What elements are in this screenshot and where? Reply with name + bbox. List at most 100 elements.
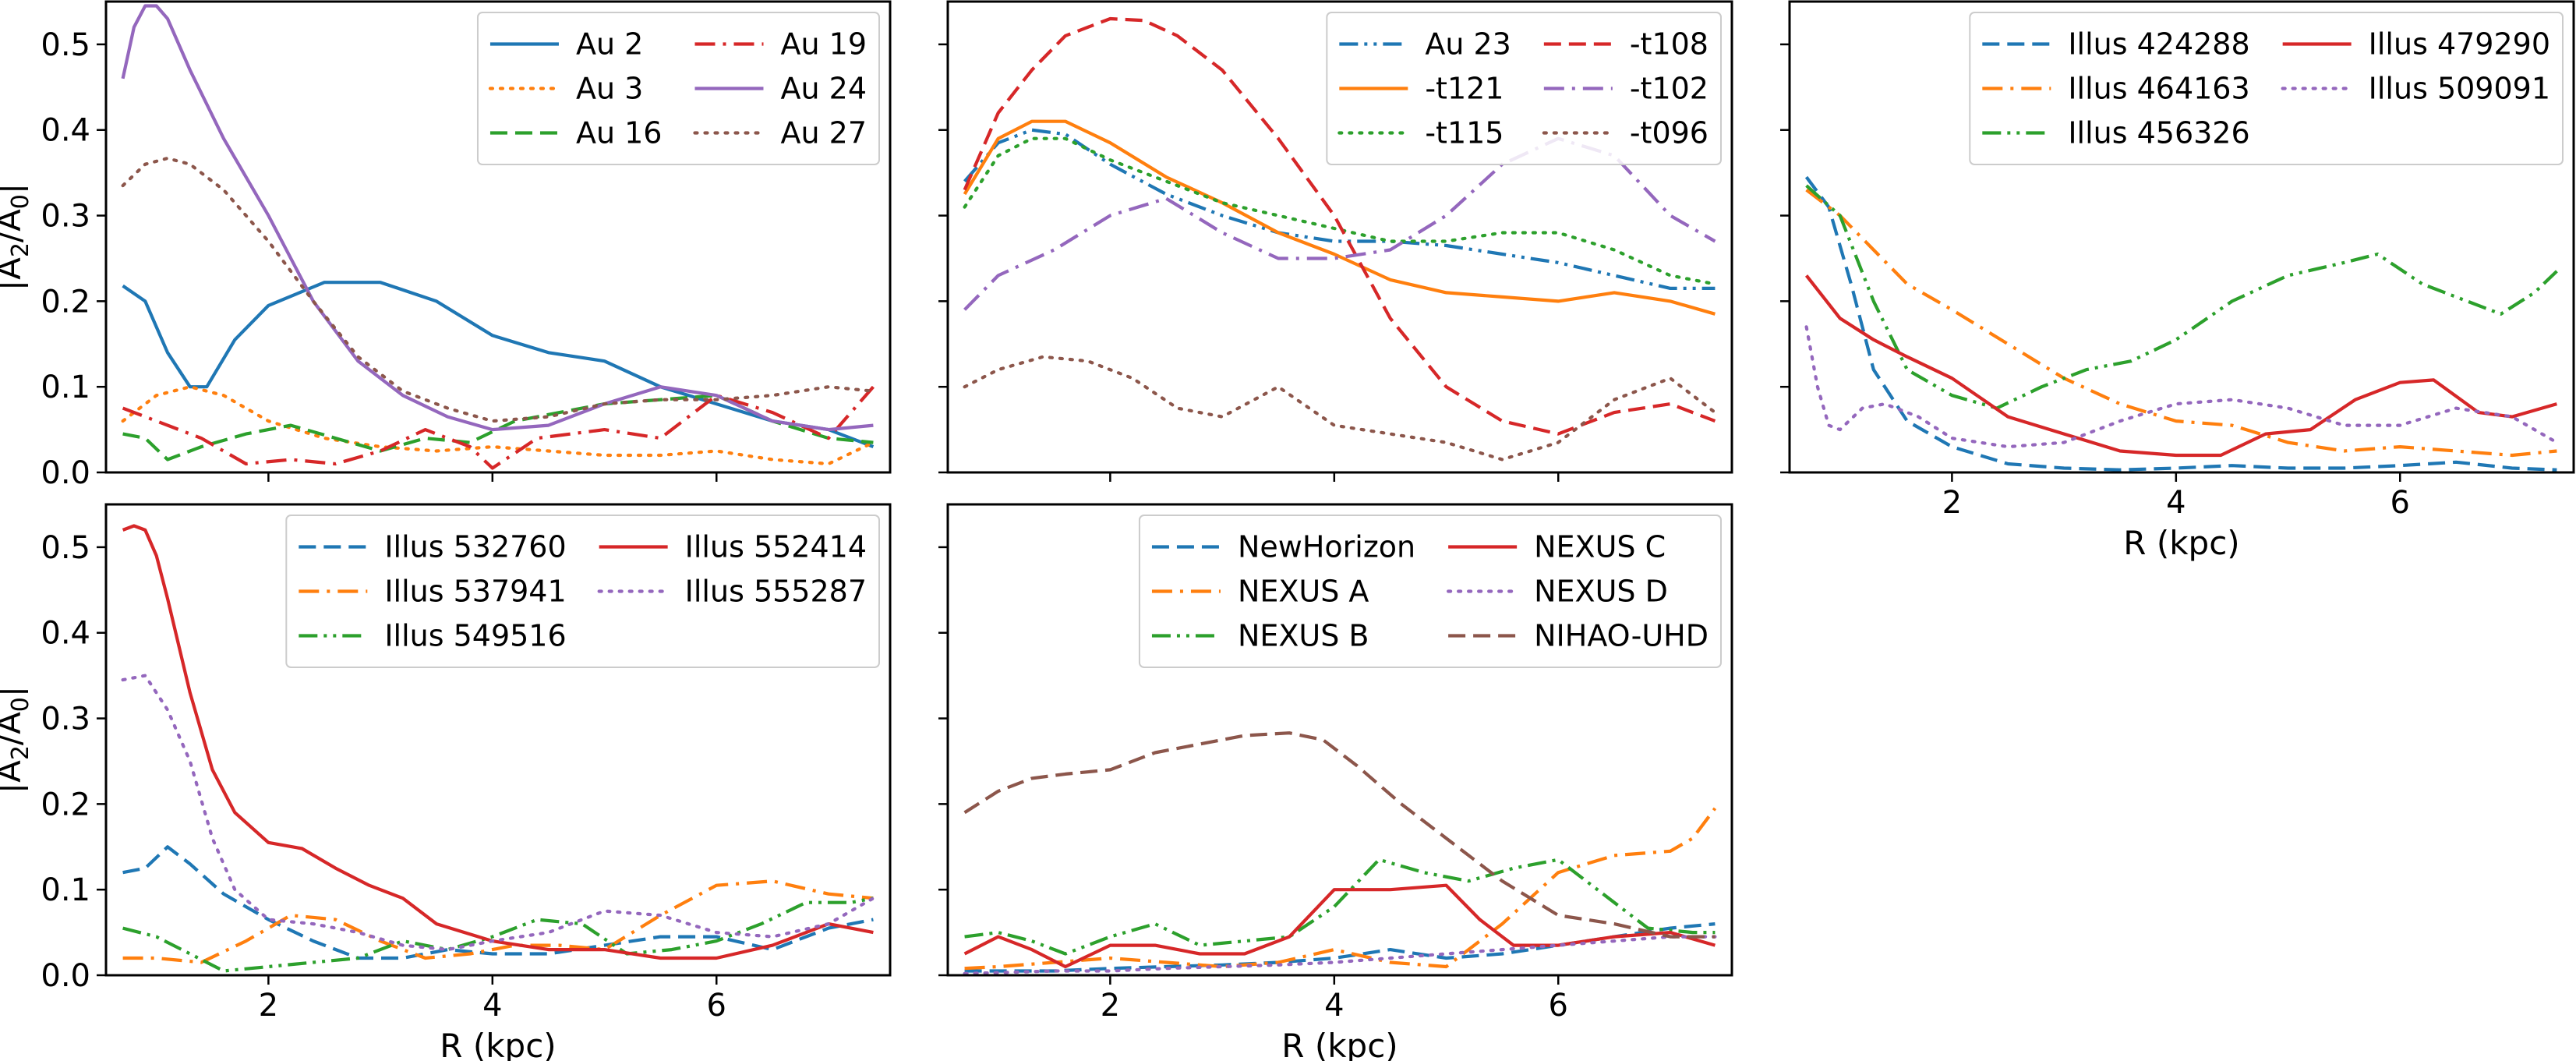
legend-label-au-16: Au 16 — [576, 116, 663, 150]
y-axis-label-part: |A — [0, 760, 28, 794]
legend-label-illus-456326: Illus 456326 — [2068, 116, 2249, 150]
x-tick-label: 2 — [1942, 485, 1962, 521]
x-tick-label: 6 — [1549, 988, 1568, 1024]
legend-label-illus-479290: Illus 479290 — [2369, 27, 2550, 62]
series-line-t121 — [963, 119, 1716, 316]
legend-label-illus-464163: Illus 464163 — [2068, 72, 2249, 106]
legend-label-t108: -t108 — [1630, 27, 1708, 62]
legend-label-t121: -t121 — [1425, 72, 1504, 106]
panel-top-middle: Au 23 -t121 -t115 -t108 -t102 -t096 — [938, 0, 1733, 482]
legend-label-newhorizon: NewHorizon — [1238, 530, 1415, 564]
legend-label-au-23: Au 23 — [1425, 27, 1511, 62]
y-tick-label: 0.3 — [41, 199, 90, 235]
y-axis-label-part: /A — [0, 209, 28, 242]
series-line-au-19 — [122, 385, 875, 470]
series-line-illus-552414 — [122, 524, 874, 960]
y-tick-label: 0.2 — [41, 284, 90, 320]
series-line-nexus-b — [964, 858, 1716, 956]
legend-label-illus-552414: Illus 552414 — [685, 530, 867, 564]
legend-label-t115: -t115 — [1425, 116, 1504, 150]
y-tick-label: 0.0 — [41, 455, 90, 491]
series-line-au-16 — [122, 394, 874, 462]
series-line-au-27 — [121, 156, 875, 423]
series-line-illus-555287 — [121, 674, 875, 952]
legend-box — [1326, 12, 1722, 165]
legend-label-illus-532760: Illus 532760 — [384, 530, 566, 564]
y-axis-label-part: | — [0, 686, 28, 697]
panel-bottom-left-frame — [104, 503, 892, 977]
y-tick-label: 0.1 — [41, 370, 90, 405]
panel-bottom-left-legend: Illus 532760 Illus 537941 Illus 549516 Illu… — [285, 515, 880, 668]
legend-label-au-19: Au 19 — [780, 27, 867, 62]
series-line-illus-479290 — [1804, 274, 2557, 458]
panel-bottom-left-lines — [121, 524, 875, 973]
x-tick-label: 4 — [482, 988, 502, 1024]
y-axis-label: |A2/A0| — [0, 686, 34, 794]
panel-bottom-middle-lines — [963, 731, 1717, 975]
legend-box — [285, 515, 880, 668]
panel-top-right-lines — [1804, 175, 2559, 472]
series-line-newhorizon — [964, 922, 1716, 973]
series-line-illus-537941 — [122, 879, 874, 964]
legend-label-au-3: Au 3 — [576, 72, 643, 106]
legend-label-illus-555287: Illus 555287 — [685, 575, 867, 609]
y-tick-label: 0.4 — [41, 113, 90, 149]
series-line-au-2 — [122, 281, 875, 449]
series-line-t096 — [963, 355, 1717, 462]
svg-text:|A2/A0|: |A2/A0| — [0, 686, 34, 794]
series-line-nexus-c — [963, 883, 1716, 969]
y-tick-label: 0.5 — [41, 530, 90, 566]
legend-label-t102: -t102 — [1630, 72, 1708, 106]
x-tick-label: 2 — [259, 988, 278, 1024]
y-tick-label: 0.1 — [41, 872, 90, 908]
legend-box — [1138, 515, 1722, 668]
legend-label-nihao-uhd: NIHAO-UHD — [1534, 619, 1708, 653]
svg-text:|A2/A0|: |A2/A0| — [0, 183, 34, 291]
y-axis-label-part: 2 — [7, 745, 34, 760]
y-tick-label: 0.4 — [41, 616, 90, 652]
y-axis-label: |A2/A0| — [0, 183, 34, 291]
x-tick-label: 4 — [2166, 485, 2186, 521]
legend-label-nexus-a: NEXUS A — [1238, 575, 1369, 609]
legend-label-nexus-b: NEXUS B — [1238, 619, 1369, 653]
legend-label-illus-424288: Illus 424288 — [2068, 27, 2249, 62]
series-line-illus-532760 — [122, 845, 874, 960]
y-axis-label-part: |A — [0, 257, 28, 291]
y-tick-label: 0.5 — [41, 27, 90, 63]
legend-label-nexus-d: NEXUS D — [1534, 575, 1668, 609]
series-line-nexus-d — [963, 935, 1717, 975]
panel-bottom-middle-legend: NewHorizon NEXUS A NEXUS B NEXUS C NEXUS D NI… — [1138, 515, 1722, 668]
series-line-illus-509091 — [1804, 325, 2559, 449]
panel-top-right-legend: Illus 424288 Illus 464163 Illus 456326 Illu… — [1969, 12, 2564, 165]
panel-bottom-middle: 2 4 6 R (kpc) NewHorizon NEXUS A NEXUS B NEXUS … — [938, 503, 1733, 1061]
legend-label-t096: -t096 — [1630, 116, 1708, 150]
series-line-au-24 — [121, 4, 874, 432]
legend-label-au-2: Au 2 — [576, 27, 643, 62]
series-line-au-23 — [963, 128, 1716, 290]
x-tick-label: 4 — [1324, 988, 1344, 1024]
panel-top-left-legend: Au 2 Au 3 Au 16 Au 19 Au 24 Au 27 — [476, 12, 880, 165]
series-line-t115 — [963, 136, 1717, 286]
legend-box — [476, 12, 880, 165]
panel-top-middle-legend: Au 23 -t121 -t115 -t108 -t102 -t096 — [1326, 12, 1722, 165]
x-axis-label: R (kpc) — [440, 1027, 556, 1061]
y-axis-label-part: | — [0, 183, 28, 194]
y-tick-label: 0.3 — [41, 702, 90, 737]
legend-label-nexus-c: NEXUS C — [1534, 530, 1666, 564]
series-line-illus-549516 — [122, 897, 874, 973]
y-axis-label-part: /A — [0, 712, 28, 745]
y-tick-label: 0.2 — [41, 787, 90, 822]
y-axis-label-part: 0 — [7, 194, 34, 209]
x-tick-label: 6 — [2390, 485, 2410, 521]
series-line-nihao-uhd — [963, 731, 1716, 939]
y-axis-label-part: 0 — [7, 697, 34, 712]
legend-box — [1969, 12, 2564, 165]
series-line-illus-424288 — [1804, 175, 2557, 472]
legend-label-illus-549516: Illus 549516 — [384, 619, 566, 653]
y-axis-label-part: 2 — [7, 242, 34, 257]
series-line-t108 — [963, 16, 1716, 436]
legend-label-illus-509091: Illus 509091 — [2369, 72, 2550, 106]
x-tick-label: 2 — [1101, 988, 1120, 1024]
